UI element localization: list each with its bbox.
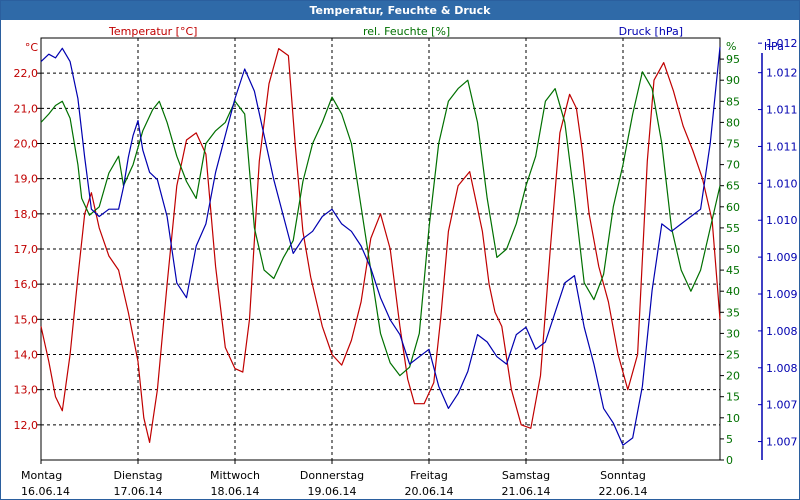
humidity-unit-label: % (726, 40, 736, 53)
pressure-tick-label: 1.009 (766, 288, 798, 301)
pressure-tick-label: 1.010 (766, 214, 798, 227)
humidity-tick-label: 25 (726, 349, 740, 362)
temperature-tick-label: 20,0 (14, 138, 39, 151)
humidity-tick-label: 60 (726, 201, 740, 214)
date-label: 22.06.14 (599, 485, 648, 498)
humidity-tick-label: 15 (726, 391, 740, 404)
day-label: Montag (21, 469, 62, 482)
humidity-tick-label: 10 (726, 412, 740, 425)
humidity-tick-label: 5 (726, 433, 733, 446)
humidity-tick-label: 40 (726, 285, 740, 298)
humidity-tick-label: 65 (726, 180, 740, 193)
pressure-tick-label: 1.012 (766, 37, 798, 50)
pressure-series-line (40, 46, 721, 446)
pressure-tick-label: 1.009 (766, 251, 798, 264)
humidity-tick-label: 75 (726, 138, 740, 151)
humidity-tick-label: 30 (726, 327, 740, 340)
pressure-tick-label: 1.010 (766, 177, 798, 190)
temperature-tick-label: 16,0 (14, 278, 39, 291)
temperature-tick-label: 21,0 (14, 102, 39, 115)
date-label: 19.06.14 (308, 485, 357, 498)
humidity-tick-label: 90 (726, 74, 740, 87)
humidity-tick-label: 20 (726, 370, 740, 383)
day-label: Donnerstag (300, 469, 364, 482)
day-label: Freitag (410, 469, 448, 482)
date-label: 17.06.14 (114, 485, 163, 498)
temperature-tick-label: 19,0 (14, 173, 39, 186)
date-label: 16.06.14 (21, 485, 70, 498)
humidity-tick-label: 85 (726, 95, 740, 108)
temperature-tick-label: 17,0 (14, 243, 39, 256)
temperature-tick-label: 18,0 (14, 208, 39, 221)
pressure-tick-label: 1.007 (766, 399, 798, 412)
temperature-tick-label: 14,0 (14, 349, 39, 362)
date-label: 20.06.14 (405, 485, 454, 498)
pressure-unit-label: hPa (764, 40, 784, 53)
temperature-series-line (40, 47, 721, 443)
window-title: Temperatur, Feuchte & Druck (1, 1, 799, 20)
day-label: Samstag (502, 469, 550, 482)
temperature-tick-label: 22,0 (14, 67, 39, 80)
humidity-tick-label: 50 (726, 243, 740, 256)
humidity-tick-label: 95 (726, 53, 740, 66)
pressure-tick-label: 1.008 (766, 325, 798, 338)
date-label: 18.06.14 (211, 485, 260, 498)
humidity-tick-label: 35 (726, 306, 740, 319)
pressure-axis-title: Druck [hPa] (619, 25, 683, 38)
humidity-tick-label: 55 (726, 222, 740, 235)
day-label: Dienstag (113, 469, 162, 482)
pressure-tick-label: 1.007 (766, 436, 798, 449)
temperature-tick-label: 15,0 (14, 313, 39, 326)
humidity-tick-label: 0 (726, 454, 733, 467)
temperature-tick-label: 12,0 (14, 419, 39, 432)
pressure-tick-label: 1.011 (766, 104, 798, 117)
temperature-unit-label: °C (25, 41, 39, 54)
day-label: Sonntag (600, 469, 646, 482)
humidity-axis-title: rel. Feuchte [%] (363, 25, 450, 38)
humidity-tick-label: 80 (726, 116, 740, 129)
day-label: Mittwoch (210, 469, 260, 482)
humidity-series-line (40, 71, 721, 377)
humidity-tick-label: 70 (726, 159, 740, 172)
pressure-tick-label: 1.008 (766, 362, 798, 375)
pressure-tick-label: 1.011 (766, 140, 798, 153)
temperature-tick-label: 13,0 (14, 384, 39, 397)
pressure-tick-label: 1.012 (766, 67, 798, 80)
date-label: 21.06.14 (502, 485, 551, 498)
humidity-tick-label: 45 (726, 264, 740, 277)
temperature-axis-title: Temperatur [°C] (108, 25, 197, 38)
